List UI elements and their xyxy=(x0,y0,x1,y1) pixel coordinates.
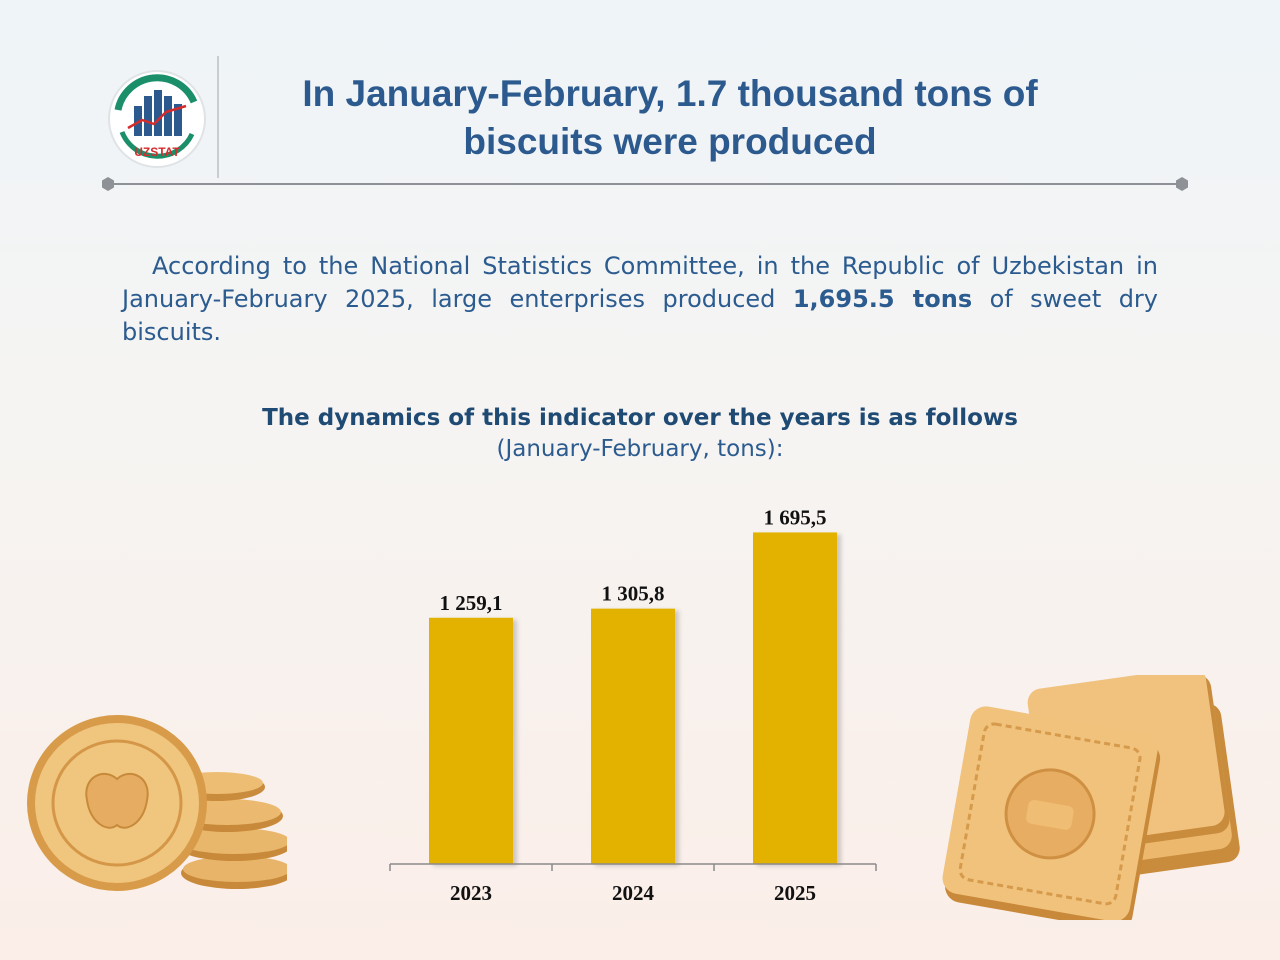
header-divider xyxy=(217,56,219,178)
bar-2025 xyxy=(753,532,837,864)
bar-2023 xyxy=(429,617,513,864)
x-tick-label-2025: 2025 xyxy=(774,881,816,905)
page-title: In January-February, 1.7 thousand tons o… xyxy=(230,70,1110,166)
intro-paragraph: According to the National Statistics Com… xyxy=(122,250,1158,349)
intro-text-before: According to the National Statistics Com… xyxy=(122,252,1158,313)
x-tick-label-2023: 2023 xyxy=(450,881,492,905)
header-rule xyxy=(102,177,1188,191)
x-tick-label-2024: 2024 xyxy=(612,881,655,905)
data-label-2025: 1 695,5 xyxy=(764,505,827,529)
title-line-1: In January-February, 1.7 thousand tons o… xyxy=(302,73,1038,114)
bar-2024 xyxy=(591,608,675,864)
data-label-2023: 1 259,1 xyxy=(440,591,503,615)
chart-heading: The dynamics of this indicator over the … xyxy=(262,405,1018,431)
square-cookies-image xyxy=(942,675,1240,920)
intro-text-after: of sweet dry biscuits. xyxy=(122,285,1158,346)
intro-highlight: 1,695.5 tons xyxy=(792,285,973,313)
data-label-2024: 1 305,8 xyxy=(602,582,665,606)
bar-chart: 1 259,1 1 305,8 1 695,5 2023 2024 2025 xyxy=(389,505,877,905)
title-line-2: biscuits were produced xyxy=(463,121,877,162)
uzstat-logo: UZSTAT xyxy=(108,70,206,168)
chart-subheading: (January-February, tons): xyxy=(496,436,784,462)
logo-text: UZSTAT xyxy=(134,145,180,159)
round-cookies-image xyxy=(27,715,287,891)
